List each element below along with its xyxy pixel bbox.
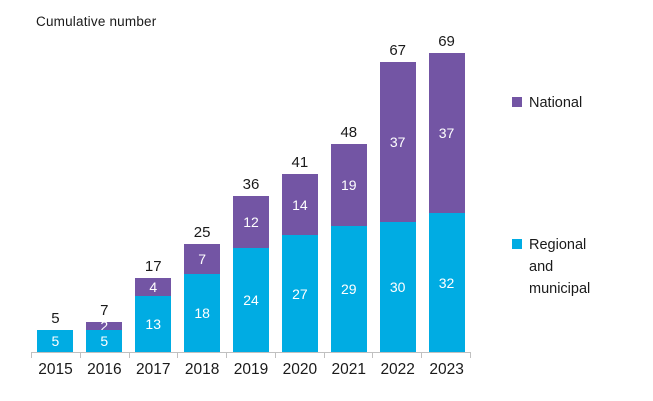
x-axis-label: 2019 [233,361,269,378]
bar-segment-regional: 18 [184,274,221,352]
bar-stack: 4 13 [135,278,172,352]
x-axis-ticks [31,353,472,358]
bar-segment-value: 30 [389,279,406,296]
bar-group: 41 14 27 [275,154,324,352]
x-axis-label: 2015 [38,361,73,378]
axis-tick [325,353,374,358]
x-axis-label: 2016 [87,361,122,378]
bar-total-label: 41 [291,154,309,172]
bar-segment-value: 7 [198,250,206,267]
legend-label-regional: Regional and municipal [529,237,591,297]
legend-swatch-regional-icon [512,239,522,249]
bar-total-label: 69 [438,33,455,51]
bar-stack: 19 29 [330,144,367,352]
bar-segment-value: 29 [340,281,357,298]
axis-tick [81,353,130,358]
bar-segment-national: 14 [281,174,318,236]
bar-segment-value: 27 [292,285,308,302]
bar-stack: 5 [37,330,74,352]
bar-segment-value: 13 [145,315,161,332]
stacked-bar-chart: 5 5 7 2 5 17 4 13 25 7 18 36 12 24 41 14 27 48 19 29 67 37 30 6… [31,33,472,379]
bar-stack: 14 27 [281,174,318,352]
bar-segment-regional: 5 [86,330,123,352]
x-axis-label: 2017 [135,361,171,378]
bar-segment-regional: 5 [37,330,74,352]
axis-tick [178,353,228,358]
bar-segment-regional: 27 [281,235,318,352]
bar-total-label: 17 [144,258,162,276]
bar-segment-value: 18 [194,305,210,322]
bar-segment-regional: 30 [379,222,416,352]
plot-area: 5 5 7 2 5 17 4 13 25 7 18 36 12 24 41 14 27 48 19 29 67 37 30 6… [31,33,471,353]
bar-segment-value: 12 [243,214,259,231]
bar-segment-value: 14 [292,196,308,213]
bar-segment-regional: 32 [428,213,465,352]
bar-segment-value: 32 [438,274,455,291]
bar-total-label: 5 [51,310,60,328]
bar-segment-value: 19 [340,177,357,194]
x-axis-label: 2021 [331,361,367,378]
x-axis-labels: 2015 2016 2017 2018 2019 2020 2021 2022 2023 [31,361,471,379]
bar-segment-regional: 29 [330,226,367,352]
x-axis-label: 2018 [184,361,220,378]
bar-group: 69 37 32 [422,33,471,352]
axis-tick [227,353,276,358]
bar-segment-national: 12 [233,196,269,249]
bar-total-label: 7 [100,301,109,319]
bar-segment-national: 2 [86,318,123,335]
bar-stack: 37 30 [379,61,416,352]
bar-group: 48 19 29 [324,124,373,352]
axis-tick [422,353,472,358]
bar-total-label: 48 [340,124,358,142]
axis-tick [276,353,325,358]
legend-swatch-national-icon [512,97,522,107]
axis-tick [32,353,81,358]
bar-stack: 37 32 [428,53,465,352]
bar-segment-national: 37 [428,53,465,214]
bar-segment-regional: 13 [135,295,172,352]
bar-group: 25 7 18 [178,224,227,352]
bar-stack: 12 24 [233,196,269,352]
bar-segment-national: 37 [379,61,416,223]
axis-tick [130,353,179,358]
bar-total-label: 25 [193,223,211,241]
bar-segment-national: 7 [184,243,221,275]
bar-total-label: 36 [242,176,260,194]
bar-total-label: 67 [389,41,407,59]
legend-item-national: National [512,92,582,114]
bar-group: 67 37 30 [373,42,422,352]
legend-item-regional: Regional and municipal [512,234,609,300]
bar-segment-national: 19 [330,144,367,227]
bar-segment-value: 2 [100,318,109,335]
bar-group: 36 12 24 [227,176,276,352]
bar-group: 17 4 13 [129,258,178,352]
x-axis-label: 2022 [380,361,415,378]
axis-tick [373,353,423,358]
bar-segment-value: 5 [100,333,109,350]
x-axis-label: 2023 [429,361,464,378]
bar-stack: 7 18 [184,243,221,352]
bar-segment-value: 5 [51,333,60,350]
bar-segment-value: 37 [389,134,406,150]
x-axis-label: 2020 [282,361,318,378]
bar-segment-value: 24 [243,292,259,309]
chart-title: Cumulative number [36,14,157,29]
legend-label-national: National [529,95,583,111]
bar-segment-value: 37 [438,125,455,142]
bar-segment-regional: 24 [233,248,269,352]
bar-segment-value: 4 [149,279,158,296]
bar-segment-national: 4 [135,278,172,296]
